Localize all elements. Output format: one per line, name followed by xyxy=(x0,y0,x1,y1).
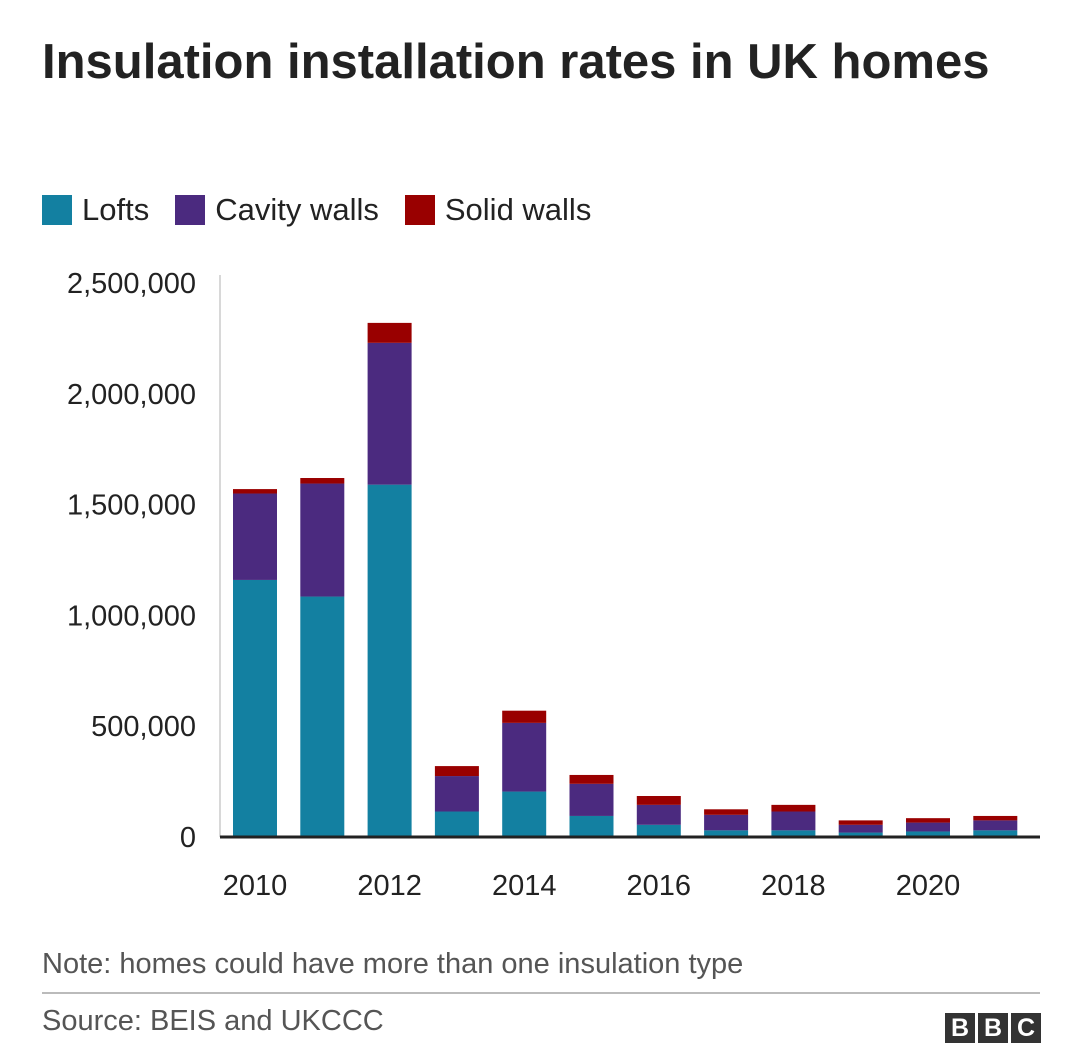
bar-lofts-2010 xyxy=(233,579,277,837)
bar-cavity-walls-2020 xyxy=(906,822,950,832)
y-tick-label: 1,000,000 xyxy=(67,600,196,632)
chart-title: Insulation installation rates in UK home… xyxy=(42,35,990,89)
bbc-logo-letter: C xyxy=(1011,1013,1041,1043)
x-tick-label: 2010 xyxy=(223,870,288,902)
bar-cavity-walls-2014 xyxy=(502,722,547,792)
bar-solid-walls-2012 xyxy=(367,322,412,343)
bbc-logo-letter: B xyxy=(945,1013,975,1043)
y-tick-label: 500,000 xyxy=(91,711,196,743)
x-tick-label: 2020 xyxy=(896,870,961,902)
bar-solid-walls-2011 xyxy=(300,478,345,484)
legend-swatch-solid-walls xyxy=(404,195,435,225)
legend-item-cavity-walls: Cavity walls xyxy=(175,192,379,228)
bar-cavity-walls-2018 xyxy=(771,811,816,831)
source-text: Source: BEIS and UKCCC xyxy=(42,1005,384,1037)
stacked-bar-chart: 0 500,000 1,000,000 1,500,000 2,000,000 2,500… xyxy=(67,268,1040,902)
bar-lofts-2021 xyxy=(973,830,1018,837)
bar-cavity-walls-2012 xyxy=(367,342,412,485)
y-tick-label: 2,000,000 xyxy=(67,379,196,411)
legend-label-cavity-walls: Cavity walls xyxy=(215,192,379,227)
legend-item-solid-walls: Solid walls xyxy=(404,192,592,228)
bar-cavity-walls-2017 xyxy=(704,814,749,831)
bar-cavity-walls-2015 xyxy=(569,783,614,816)
bar-lofts-2015 xyxy=(569,815,614,837)
bar-solid-walls-2010 xyxy=(233,489,277,494)
footer-divider xyxy=(42,992,1040,994)
legend: Lofts Cavity walls Solid walls xyxy=(42,188,617,232)
bar-solid-walls-2018 xyxy=(771,804,816,812)
bbc-logo-letter: B xyxy=(978,1013,1008,1043)
bar-solid-walls-2017 xyxy=(704,809,749,815)
legend-swatch-lofts xyxy=(42,195,72,225)
bar-cavity-walls-2019 xyxy=(838,824,883,833)
legend-label-solid-walls: Solid walls xyxy=(444,192,592,227)
bar-solid-walls-2014 xyxy=(502,710,547,723)
legend-item-lofts: Lofts xyxy=(42,192,149,228)
bar-lofts-2016 xyxy=(636,824,681,837)
bar-solid-walls-2020 xyxy=(906,818,950,823)
bar-lofts-2018 xyxy=(771,830,816,837)
x-tick-label: 2018 xyxy=(761,870,826,902)
bar-lofts-2017 xyxy=(704,830,749,837)
x-tick-label: 2016 xyxy=(627,870,692,902)
bar-lofts-2013 xyxy=(434,811,479,837)
bar-cavity-walls-2016 xyxy=(636,804,681,825)
x-tick-label: 2014 xyxy=(492,870,557,902)
x-tick-label: 2012 xyxy=(357,870,422,902)
bar-solid-walls-2016 xyxy=(636,796,681,805)
chart-note: Note: homes could have more than one ins… xyxy=(42,948,744,980)
bar-lofts-2011 xyxy=(300,596,345,837)
bar-solid-walls-2013 xyxy=(434,766,479,777)
bbc-logo: B B C xyxy=(942,1013,1041,1043)
bar-cavity-walls-2011 xyxy=(300,483,345,597)
y-tick-label: 2,500,000 xyxy=(67,268,196,300)
bar-lofts-2012 xyxy=(367,484,412,837)
bar-cavity-walls-2010 xyxy=(233,493,277,580)
legend-label-lofts: Lofts xyxy=(82,192,150,227)
bar-cavity-walls-2021 xyxy=(973,820,1018,831)
bar-solid-walls-2021 xyxy=(973,815,1018,821)
bar-lofts-2020 xyxy=(906,831,950,837)
bar-lofts-2019 xyxy=(838,832,883,837)
bar-solid-walls-2015 xyxy=(569,774,614,784)
y-tick-label: 0 xyxy=(180,822,196,854)
bar-lofts-2014 xyxy=(502,791,547,837)
y-tick-label: 1,500,000 xyxy=(67,490,196,522)
bar-solid-walls-2019 xyxy=(838,820,883,825)
bar-cavity-walls-2013 xyxy=(434,776,479,812)
legend-swatch-cavity-walls xyxy=(175,195,206,225)
